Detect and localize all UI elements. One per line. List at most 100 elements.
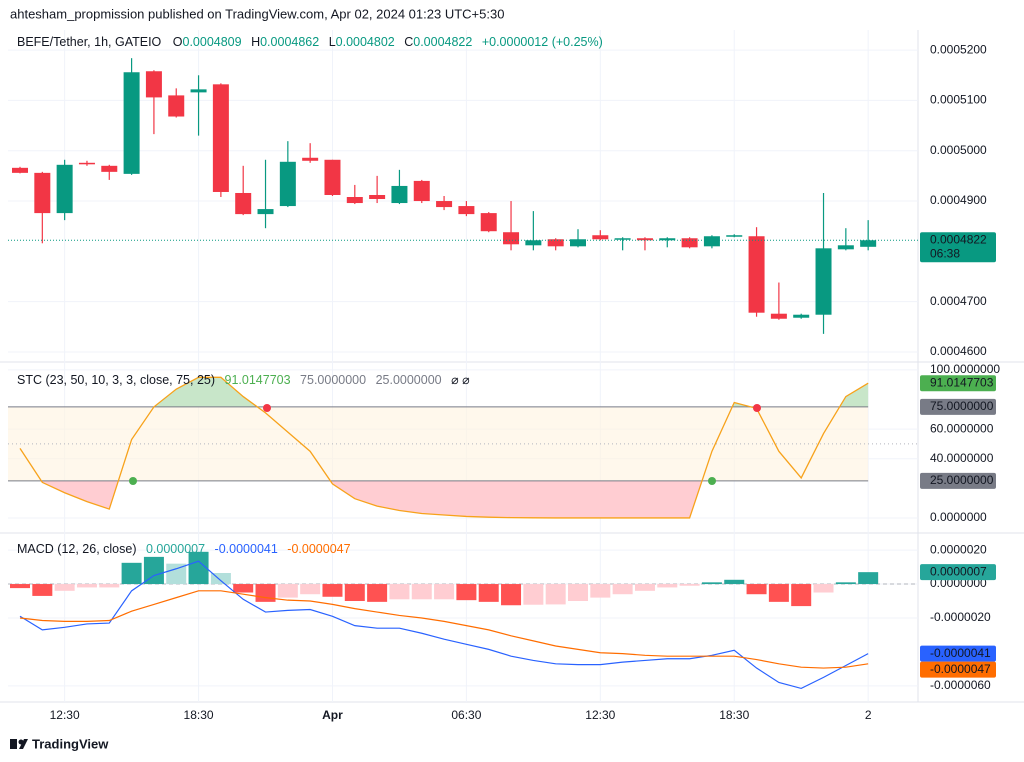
stc-level: 75.0000000 (300, 373, 366, 387)
histogram-bar (54, 584, 75, 591)
candle-body (503, 232, 520, 245)
stc-title: STC (23, 50, 10, 3, 3, close, 75, 25) (17, 373, 215, 387)
histogram-bar (76, 584, 97, 588)
candle-body (793, 314, 810, 318)
x-tick-label: 18:30 (184, 708, 214, 722)
histogram-bar (389, 584, 410, 600)
candle-body (860, 240, 877, 247)
candle-body (570, 239, 586, 247)
candle-body (12, 167, 28, 173)
logo-text: TradingView (32, 736, 109, 751)
histogram-bar (344, 584, 365, 602)
logo: TradingView (10, 736, 109, 751)
histogram-bar (590, 584, 611, 598)
candle-body (614, 238, 631, 240)
axis-badge-text: 25.0000000 (930, 473, 994, 487)
ohlc-label: H (251, 35, 260, 49)
level-band (8, 406, 869, 481)
cross-up-dot (129, 477, 137, 485)
x-tick-label: 18:30 (719, 708, 749, 722)
histogram-bar (277, 584, 298, 598)
candle-body (257, 209, 274, 215)
histogram-bar (657, 584, 678, 588)
y-tick-label: 0.0000000 (930, 510, 987, 524)
histogram-bar (10, 584, 30, 589)
ohlc-label: C (404, 35, 413, 49)
candle-body (703, 236, 720, 247)
histogram-bar (701, 582, 722, 585)
price-legend: BEFE/Tether, 1h, GATEIO O0.0004809 H0.00… (17, 35, 603, 49)
y-tick-label: 0.0005100 (930, 93, 987, 107)
candle-body (190, 89, 207, 93)
y-tick-label: 0.0004600 (930, 344, 987, 358)
candle-body (726, 235, 743, 237)
candle-body (369, 194, 386, 200)
symbol: BEFE/Tether, 1h, GATEIO (17, 35, 162, 49)
candle-body (770, 313, 787, 319)
axis-badge-text: 06:38 (930, 246, 960, 260)
axis-badge (920, 472, 996, 489)
histogram-bar (791, 584, 812, 607)
candle-body (34, 172, 51, 214)
close-value: 0.0004822 (413, 35, 472, 49)
signal-value: -0.0000047 (287, 542, 350, 556)
histogram-bar (746, 584, 767, 595)
histogram-bar (768, 584, 789, 602)
histogram-bar (143, 556, 164, 585)
candle-body (547, 239, 564, 247)
candle-body (101, 165, 118, 172)
oversold-fill (20, 480, 869, 518)
candle-body (168, 95, 185, 117)
y-tick-label: 60.0000000 (930, 421, 994, 435)
chart-layer: 12:30 18:30 Apr 06:30 12:30 18:30 2 0.0004600 0.… (8, 42, 1000, 722)
x-tick-label: 12:30 (50, 708, 80, 722)
x-tick-label: 06:30 (451, 708, 481, 722)
histogram-bar (523, 584, 544, 605)
ohlc-label: L (329, 35, 336, 49)
y-tick-label: 0.0000020 (930, 542, 987, 556)
stc-value: 91.0147703 (225, 373, 291, 387)
change: +0.0000012 (+0.25%) (482, 35, 603, 49)
candle-body (302, 157, 319, 161)
y-tick-label: -0.0000060 (930, 678, 991, 692)
histogram-bar (545, 584, 566, 605)
candle-body (279, 161, 296, 207)
y-tick-label: 100.0000000 (930, 362, 1000, 376)
open-value: 0.0004809 (183, 35, 242, 49)
histogram-bar (411, 584, 432, 600)
candle-body (123, 72, 140, 174)
cross-down-dot (753, 404, 761, 412)
histogram-bar (32, 584, 53, 596)
stc-status: ⌀ ⌀ (451, 373, 470, 387)
axis-badge (920, 398, 996, 415)
cross-down-dot (263, 404, 271, 412)
histogram-bar (612, 584, 633, 595)
ohlc-label: O (173, 35, 183, 49)
axis-badge-text: 0.0004822 (930, 232, 987, 246)
macd-title: MACD (12, 26, close) (17, 542, 136, 556)
candle-body (56, 164, 73, 214)
candle-body (659, 238, 676, 241)
publisher: ahtesham_propmission published on Tradin… (10, 6, 504, 21)
axis-badge (920, 232, 996, 263)
candle-body (592, 235, 609, 240)
logo-mark (10, 739, 17, 749)
candle-body (458, 206, 475, 215)
candle-body (346, 197, 363, 204)
stc-level: 25.0000000 (376, 373, 442, 387)
histogram-bar (233, 584, 254, 593)
histogram-bar (679, 584, 700, 586)
y-tick-label: 0.0005000 (930, 143, 987, 157)
macd-value: -0.0000041 (215, 542, 278, 556)
cross-up-dot (708, 477, 716, 485)
candle-body (815, 248, 832, 315)
background-layer (0, 30, 1024, 703)
histogram-bar (724, 579, 745, 585)
candle-body (391, 185, 408, 204)
candle-body (235, 192, 252, 215)
axis-badge (920, 375, 996, 392)
histogram-bar (255, 584, 276, 602)
high-value: 0.0004862 (260, 35, 319, 49)
candle-body (525, 240, 542, 246)
